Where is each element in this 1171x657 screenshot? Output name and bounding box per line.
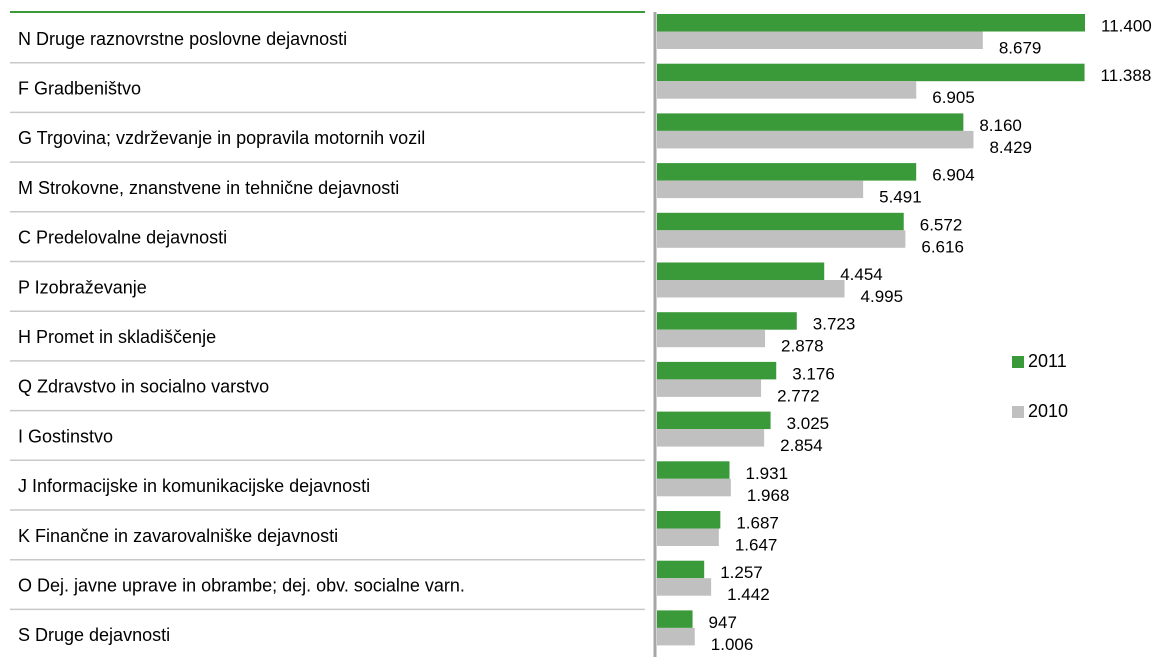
value-label: 8.429 xyxy=(989,138,1032,157)
value-label: 3.723 xyxy=(813,315,856,334)
value-label: 2.878 xyxy=(781,337,824,356)
value-label: 2.772 xyxy=(777,386,820,405)
category-label: P Izobraževanje xyxy=(18,277,147,297)
bar xyxy=(657,230,906,248)
bar xyxy=(657,113,964,131)
bar xyxy=(657,528,719,546)
bar xyxy=(657,478,731,497)
category-label: H Promet in skladiščenje xyxy=(18,327,216,347)
value-label: 1.687 xyxy=(736,513,779,532)
bar xyxy=(657,262,825,280)
bar xyxy=(657,212,904,231)
bar xyxy=(657,560,705,579)
value-label: 1.257 xyxy=(720,563,763,582)
bar xyxy=(657,130,974,149)
bar xyxy=(657,511,721,529)
bar xyxy=(657,379,762,397)
bar xyxy=(657,163,917,181)
value-label: 1.931 xyxy=(745,464,788,483)
legend-label: 2011 xyxy=(1028,351,1067,371)
value-label: 6.905 xyxy=(932,88,975,107)
value-label: 2.854 xyxy=(780,436,823,455)
value-label: 947 xyxy=(709,613,737,632)
bar xyxy=(657,312,797,330)
legend-label: 2010 xyxy=(1028,401,1068,421)
category-label: Q Zdravstvo in socialno varstvo xyxy=(18,377,269,397)
value-label: 6.572 xyxy=(920,215,963,234)
bar xyxy=(657,31,983,49)
category-label: S Druge dejavnosti xyxy=(18,625,170,645)
value-label: 1.647 xyxy=(735,535,778,554)
bar xyxy=(657,14,1085,32)
category-label: M Strokovne, znanstvene in tehnične deja… xyxy=(18,178,399,198)
bar xyxy=(657,329,766,348)
value-label: 8.160 xyxy=(979,116,1022,135)
bar xyxy=(657,411,771,430)
bar xyxy=(657,578,712,596)
category-label: C Predelovalne dejavnosti xyxy=(18,228,227,248)
category-label: N Druge raznovrstne poslovne dejavnosti xyxy=(18,29,347,49)
value-label: 6.904 xyxy=(932,166,975,185)
value-label: 6.616 xyxy=(921,237,964,256)
category-label: K Finančne in zavarovalniške dejavnosti xyxy=(18,526,338,546)
bar xyxy=(657,280,845,298)
bar xyxy=(657,461,730,479)
bar xyxy=(657,361,777,380)
category-label: I Gostinstvo xyxy=(18,426,113,446)
value-label: 8.679 xyxy=(999,38,1042,57)
value-label: 4.995 xyxy=(861,287,904,306)
value-label: 3.025 xyxy=(787,414,830,433)
bar xyxy=(657,429,765,447)
value-label: 5.491 xyxy=(879,188,922,207)
bar xyxy=(657,81,917,99)
category-label: J Informacijske in komunikacijske dejavn… xyxy=(18,476,370,496)
value-label: 3.176 xyxy=(792,364,835,383)
category-label: O Dej. javne uprave in obrambe; dej. obv… xyxy=(18,575,465,595)
bar xyxy=(657,610,693,628)
legend-swatch xyxy=(1012,356,1024,368)
bar xyxy=(657,627,695,646)
category-label: F Gradbeništvo xyxy=(18,78,141,98)
legend-swatch xyxy=(1012,406,1024,418)
value-label: 11.388 xyxy=(1101,66,1152,85)
bar xyxy=(657,180,864,199)
value-label: 4.454 xyxy=(840,265,883,284)
value-label: 1.968 xyxy=(747,486,790,505)
value-label: 1.006 xyxy=(711,635,754,654)
category-label: G Trgovina; vzdrževanje in popravila mot… xyxy=(18,128,425,148)
bar xyxy=(657,63,1085,82)
value-label: 11.400 xyxy=(1101,16,1152,35)
value-label: 1.442 xyxy=(727,585,770,604)
